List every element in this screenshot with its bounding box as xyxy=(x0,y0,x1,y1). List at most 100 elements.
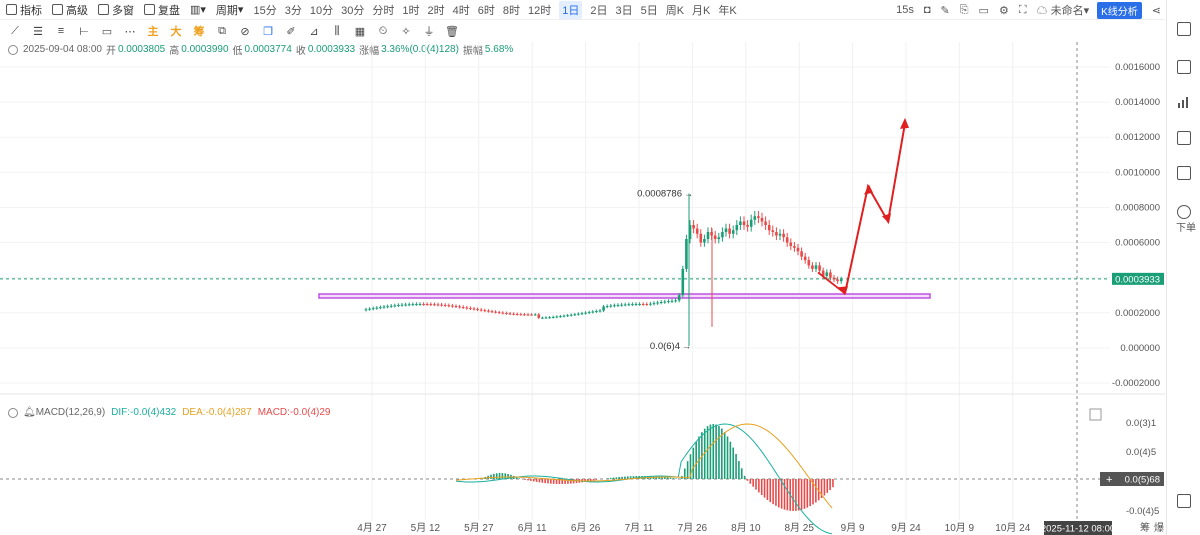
down-arrow-head xyxy=(882,213,891,224)
bell-icon[interactable]: 🔔︎ xyxy=(23,407,36,418)
ruler-icon[interactable]: ⊿ xyxy=(309,25,319,38)
magic-icon[interactable]: ✧ xyxy=(401,25,411,38)
hide-drawings-icon[interactable]: ⊘ xyxy=(240,25,250,38)
period-option[interactable]: 6时 xyxy=(477,4,495,17)
period-option[interactable]: 4时 xyxy=(452,4,470,17)
macd-bar xyxy=(555,479,558,484)
period-option[interactable]: 年K xyxy=(718,4,737,17)
download-icon[interactable] xyxy=(1177,60,1191,74)
main-tool[interactable]: 主 xyxy=(147,26,159,38)
document-icon[interactable] xyxy=(1177,22,1191,36)
copy-icon[interactable]: ❐ xyxy=(263,25,273,38)
candle-body xyxy=(623,304,627,306)
price-label: 0.0008000 xyxy=(1115,202,1160,213)
candle-body xyxy=(742,221,746,225)
candle-body xyxy=(785,237,789,243)
period-option[interactable]: 周K xyxy=(665,4,685,17)
candle-body xyxy=(681,268,685,296)
candle-body xyxy=(443,304,447,306)
period-option[interactable]: 分时 xyxy=(372,4,395,17)
card-icon[interactable] xyxy=(1177,166,1191,180)
bar-chart-icon[interactable] xyxy=(1177,95,1191,109)
up-arrow-line xyxy=(844,123,906,294)
period-dropdown[interactable]: 周期 ▾ xyxy=(215,4,244,17)
refresh-interval[interactable]: 15s xyxy=(896,4,914,16)
candle-type-button[interactable]: ▥▾ xyxy=(190,3,206,16)
trend-line-icon[interactable]: ⟋ xyxy=(11,24,19,37)
rectangle-icon[interactable]: ▭ xyxy=(101,25,113,38)
macd-bar xyxy=(626,476,629,479)
macd-bar xyxy=(783,479,786,510)
candle-body xyxy=(836,279,839,282)
chips-tool[interactable]: 筹 xyxy=(193,26,205,38)
drawing-toolbar: ⟋ ☰ ≡ ⊢ ▭ ⋯ 主 大 筹 ⧉ ⊘ ❐ ✐ ⊿ ⫼ ▦ ⏲ ✧ ⏚ 🗑 xyxy=(0,21,1165,41)
period-option[interactable]: 2日 xyxy=(590,4,608,17)
candle-body xyxy=(789,242,793,247)
cloud-save[interactable]: ☁ 未命名▾ xyxy=(1036,5,1090,17)
price-label: 0.0002000 xyxy=(1115,308,1160,319)
collapse-icon[interactable] xyxy=(8,44,18,55)
macd-bar xyxy=(698,436,700,479)
macd-bar xyxy=(792,479,794,511)
edit-icon[interactable]: ✎ xyxy=(940,4,950,17)
filter-icon[interactable]: ⏚ xyxy=(423,26,435,38)
alarm-icon[interactable]: ⏲ xyxy=(378,24,388,37)
large-tool[interactable]: 大 xyxy=(170,26,182,38)
period-option[interactable]: 15分 xyxy=(253,4,277,17)
period-option[interactable]: 12时 xyxy=(527,4,552,17)
camera-icon[interactable]: ◘ xyxy=(923,4,931,16)
period-option[interactable]: 30分 xyxy=(341,4,365,17)
macd-bar xyxy=(541,479,544,483)
macd-bar xyxy=(501,473,504,479)
period-option[interactable]: 1时 xyxy=(402,4,420,17)
template-icon[interactable]: ⎘ xyxy=(959,3,969,16)
trash-icon[interactable]: 🗑 xyxy=(445,25,459,38)
more-icon[interactable]: ⋯ xyxy=(124,25,136,38)
channel-icon[interactable]: ≡ xyxy=(57,25,65,37)
chart-canvas[interactable]: 0.0(3)1 0.0(4)5 + 0.0(5)68 -0.0(4)5 4月 27 5月 … xyxy=(0,0,1165,535)
settings-icon[interactable]: ⚙ xyxy=(998,4,1009,17)
price-label: 0.0006000 xyxy=(1115,238,1160,249)
period-option[interactable]: 1日 xyxy=(559,0,583,19)
panel-icon[interactable] xyxy=(1177,494,1191,508)
candle-body xyxy=(523,314,526,316)
order-icon[interactable] xyxy=(1177,205,1191,219)
period-option[interactable]: 3分 xyxy=(284,4,302,17)
list-icon[interactable] xyxy=(1177,131,1191,145)
right-sidebar: 下单 xyxy=(1166,0,1200,535)
parallel-lines-icon[interactable]: ☰ xyxy=(33,25,43,38)
period-option[interactable]: 2时 xyxy=(427,4,445,17)
indicators-button[interactable]: 指标 xyxy=(6,2,42,18)
candle-body xyxy=(818,265,821,271)
share-icon[interactable]: ⋖ xyxy=(1151,4,1161,17)
advanced-button[interactable]: 高级 xyxy=(52,2,88,18)
multi-window-button[interactable]: 多窗 xyxy=(98,2,134,18)
replay-button[interactable]: 复盘 xyxy=(144,2,180,18)
cloud-icon: ☁ xyxy=(1036,5,1048,17)
ohlc-info: 2025-09-04 08:00 开 0.0003805 高 0.0003990 低… xyxy=(8,42,517,57)
macd-bar xyxy=(806,479,809,508)
pencil-icon[interactable]: ✐ xyxy=(286,25,296,38)
kline-analysis-button[interactable]: K线分析 xyxy=(1097,1,1142,19)
period-option[interactable]: 月K xyxy=(692,4,711,17)
horizontal-line-icon[interactable]: ⊢ xyxy=(79,25,89,38)
period-option[interactable]: 5日 xyxy=(640,4,658,17)
candle-body xyxy=(436,304,440,306)
magnet-icon[interactable]: ⧉ xyxy=(218,24,226,37)
period-option[interactable]: 10分 xyxy=(309,4,334,17)
fullscreen-icon[interactable]: ⛶ xyxy=(1018,3,1027,16)
calendar-icon[interactable]: ▦ xyxy=(354,25,366,38)
candle-body xyxy=(663,301,667,303)
period-option[interactable]: 8时 xyxy=(502,4,520,17)
macd-bar xyxy=(638,476,640,479)
order-label[interactable]: 下单 xyxy=(1176,223,1196,234)
period-option[interactable]: 3日 xyxy=(615,4,633,17)
candle-body xyxy=(573,314,577,316)
macd-bar xyxy=(809,479,811,507)
layout-icon[interactable]: ▭ xyxy=(978,4,989,17)
collapse-icon[interactable] xyxy=(8,407,18,418)
macd-bar xyxy=(498,473,501,479)
candle-body xyxy=(670,300,674,302)
candle-body xyxy=(659,302,663,304)
compare-icon[interactable]: ⫼ xyxy=(334,24,340,37)
